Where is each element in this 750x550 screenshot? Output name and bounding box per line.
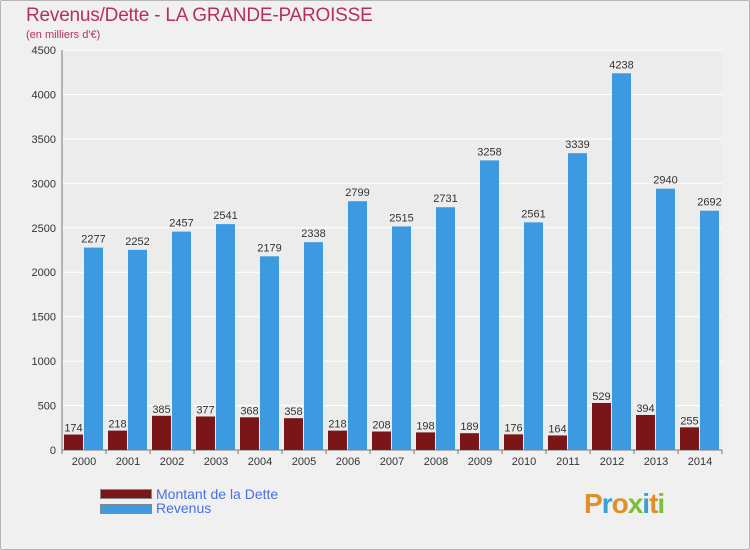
bar-debt [240,417,259,450]
bar-debt [152,415,171,450]
x-tick-label: 2003 [204,456,228,468]
bar-revenue [304,242,323,450]
bar-debt [328,430,347,450]
data-label-revenue: 2541 [213,210,237,222]
bar-debt [548,435,567,450]
data-label-revenue: 3258 [477,146,501,158]
data-label-revenue: 2940 [653,175,677,187]
x-tick-label: 2005 [292,456,316,468]
y-tick-label: 0 [50,445,56,457]
data-label-debt: 218 [108,419,126,431]
data-label-revenue: 2179 [257,242,281,254]
x-tick-label: 2007 [380,456,404,468]
y-tick-label: 4000 [32,89,56,101]
bar-debt [680,427,699,450]
bar-revenue [436,207,455,450]
x-tick-label: 2012 [600,456,624,468]
bar-debt [504,434,523,450]
bar-debt [592,402,611,450]
data-label-debt: 368 [240,405,258,417]
bar-revenue [524,222,543,450]
data-label-debt: 394 [636,403,654,415]
bar-revenue [656,188,675,450]
bar-revenue [700,210,719,450]
legend-swatch-debt [100,489,152,499]
data-label-debt: 218 [328,419,346,431]
bar-debt [108,430,127,450]
x-tick-label: 2010 [512,456,536,468]
bar-debt [416,432,435,450]
data-label-revenue: 2338 [301,228,325,240]
data-label-debt: 174 [64,423,82,435]
proxiti-logo: Proxiti [584,488,665,519]
data-label-debt: 358 [284,406,302,418]
x-tick-label: 2004 [248,456,272,468]
legend-label-revenue: Revenus [156,500,212,516]
y-tick-label: 3000 [32,178,56,190]
y-tick-label: 1500 [32,312,56,324]
data-label-revenue: 2561 [521,208,545,220]
data-label-debt: 208 [372,420,390,432]
y-tick-label: 4500 [32,45,56,57]
data-label-revenue: 2799 [345,187,369,199]
bar-revenue [392,226,411,450]
bar-revenue [480,160,499,450]
x-tick-label: 2014 [688,456,712,468]
data-label-revenue: 2731 [433,193,457,205]
data-label-debt: 176 [504,422,522,434]
x-tick-label: 2008 [424,456,448,468]
data-label-revenue: 2277 [81,234,105,246]
data-label-debt: 529 [592,391,610,403]
data-label-revenue: 2692 [697,197,721,209]
data-label-debt: 189 [460,421,478,433]
x-tick-label: 2011 [556,456,580,468]
x-tick-label: 2001 [116,456,140,468]
data-label-debt: 164 [548,423,566,435]
bar-revenue [568,153,587,450]
bar-debt [636,414,655,450]
data-label-debt: 255 [680,415,698,427]
bar-revenue [260,256,279,450]
bar-revenue [128,249,147,450]
x-tick-label: 2009 [468,456,492,468]
bar-revenue [172,231,191,450]
data-label-debt: 385 [152,404,170,416]
x-tick-label: 2002 [160,456,184,468]
x-tick-label: 2006 [336,456,360,468]
data-label-revenue: 4238 [609,59,633,71]
chart-subtitle: (en milliers d'€) [26,29,101,41]
x-tick-label: 2013 [644,456,668,468]
x-tick-label: 2000 [72,456,96,468]
bar-revenue [612,73,631,451]
chart-title: Revenus/Dette - LA GRANDE-PAROISSE [26,5,373,26]
data-label-debt: 198 [416,420,434,432]
y-tick-label: 3500 [32,134,56,146]
bar-revenue [84,247,103,450]
y-tick-label: 1000 [32,356,56,368]
data-label-revenue: 2252 [125,236,149,248]
y-tick-label: 500 [38,401,56,413]
data-label-revenue: 3339 [565,139,589,151]
bar-debt [284,418,303,450]
y-tick-label: 2000 [32,267,56,279]
bar-debt [372,431,391,450]
bar-debt [196,416,215,450]
data-label-revenue: 2457 [169,218,193,230]
bar-debt [64,434,83,450]
legend-label-debt: Montant de la Dette [156,486,279,502]
data-label-debt: 377 [196,404,214,416]
bar-revenue [216,224,235,450]
bar-revenue [348,201,367,450]
bar-debt [460,433,479,450]
legend-swatch-revenue [100,504,152,514]
data-label-revenue: 2515 [389,212,413,224]
y-tick-label: 2500 [32,223,56,235]
